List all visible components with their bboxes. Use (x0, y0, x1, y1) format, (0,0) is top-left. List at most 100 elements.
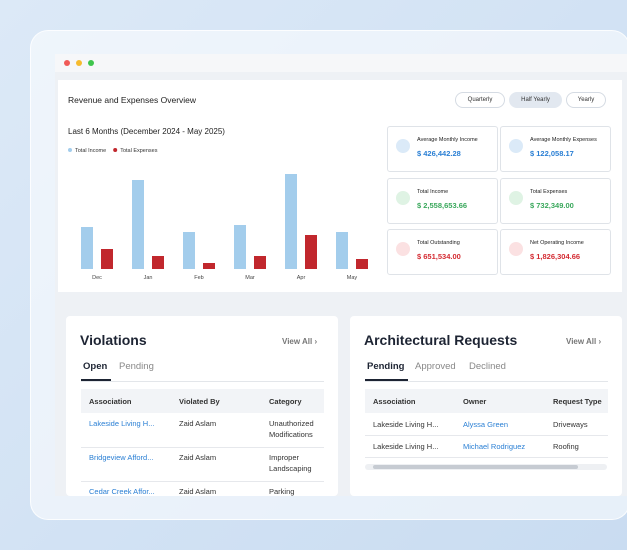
legend-swatch (68, 148, 72, 152)
panel-title: Architectural Requests (364, 332, 518, 348)
bar (132, 180, 144, 269)
title-bar (55, 54, 627, 72)
stat-card: Total Outstanding $ 651,534.00 (387, 229, 498, 275)
overview-title: Revenue and Expenses Overview (68, 95, 197, 105)
stat-value: $ 1,826,304.66 (530, 252, 581, 261)
stat-label: Average Monthly Income (417, 137, 478, 143)
bar (336, 232, 348, 269)
table-cell: Improper Landscaping (269, 453, 312, 473)
tab-divider (365, 381, 608, 382)
stat-icon (509, 139, 523, 153)
tab[interactable]: Pending (367, 361, 405, 372)
table-header (365, 389, 608, 413)
table-cell[interactable]: Michael Rodriguez (463, 442, 526, 451)
tab-divider (81, 381, 324, 382)
bar (101, 249, 113, 269)
column-header: Association (373, 397, 416, 406)
table-cell: Unauthorized Modifications (269, 419, 314, 439)
close-dot[interactable] (64, 60, 70, 66)
panel-title: Violations (80, 332, 147, 348)
stat-icon (396, 191, 410, 205)
table-cell: Roofing (553, 442, 579, 451)
chart: Total Income Total Expenses Dec Jan Feb Mar Ap… (68, 148, 368, 281)
stat-label: Net Operating Income (530, 240, 584, 246)
column-header: Request Type (553, 397, 602, 406)
column-header: Violated By (179, 397, 220, 406)
bar (152, 256, 164, 269)
table-cell: Parking Violation (269, 487, 295, 496)
row-divider (365, 435, 608, 436)
bar (234, 225, 246, 269)
bar (356, 259, 368, 269)
stat-card: Average Monthly Income $ 426,442.28 (387, 126, 498, 172)
stat-value: $ 732,349.00 (530, 201, 574, 210)
chart-title: Last 6 Months (December 2024 - May 2025) (68, 127, 225, 136)
bar (305, 235, 317, 269)
association-link: Lakeside Living H... (373, 420, 439, 429)
tab[interactable]: Approved (415, 361, 456, 372)
column-header: Category (269, 397, 302, 406)
column-header: Association (89, 397, 132, 406)
view-all-text[interactable]: View All (566, 337, 597, 346)
row-divider (81, 481, 324, 482)
violations-panel: Violations View All › Open Pending Associa… (66, 316, 338, 496)
row-divider (81, 447, 324, 448)
stat-label: Total Income (417, 189, 449, 195)
bar (285, 174, 297, 269)
x-tick-label: May (347, 275, 358, 281)
x-tick-label: Mar (245, 275, 255, 281)
view-all[interactable]: View All › (282, 337, 318, 346)
association-link[interactable]: Cedar Creek Affor... (89, 487, 155, 496)
stat-icon (509, 191, 523, 205)
tab-underline (81, 379, 111, 381)
view-all[interactable]: View All › (566, 337, 602, 346)
stat-label: Total Expenses (530, 189, 568, 195)
tab-underline (365, 379, 408, 381)
association-link[interactable]: Lakeside Living H... (89, 419, 155, 428)
stat-card: Net Operating Income $ 1,826,304.66 (500, 229, 611, 275)
association-link: Lakeside Living H... (373, 442, 439, 451)
stat-icon (396, 139, 410, 153)
x-tick-label: Apr (297, 275, 306, 281)
stat-value: $ 651,534.00 (417, 252, 461, 261)
scrollbar-thumb[interactable] (373, 465, 578, 469)
view-all-text[interactable]: View All (282, 337, 313, 346)
period-tab[interactable]: Yearly (566, 92, 606, 108)
stat-card: Average Monthly Expenses $ 122,058.17 (500, 126, 611, 172)
stat-value: $ 2,558,653.66 (417, 201, 468, 210)
stat-label: Total Outstanding (417, 240, 460, 246)
tab[interactable]: Pending (119, 361, 154, 372)
x-tick-label: Jan (144, 275, 153, 281)
stat-value: $ 426,442.28 (417, 149, 461, 158)
maximize-dot[interactable] (88, 60, 94, 66)
architectural-panel: Architectural Requests View All › Pendin… (350, 316, 622, 496)
stat-card: Total Expenses $ 732,349.00 (500, 178, 611, 224)
legend-swatch (113, 148, 118, 152)
stat-icon (509, 242, 523, 256)
stat-card: Total Income $ 2,558,653.66 (387, 178, 498, 224)
x-tick-label: Feb (194, 275, 203, 281)
row-divider (365, 457, 608, 458)
table-header (81, 389, 324, 413)
stat-value: $ 122,058.17 (530, 149, 574, 158)
bar (81, 227, 93, 269)
legend-label: Total Expenses (120, 148, 158, 154)
association-link[interactable]: Bridgeview Afford... (89, 453, 154, 462)
column-header: Owner (463, 397, 487, 406)
table-cell[interactable]: Alyssa Green (463, 420, 509, 429)
tab[interactable]: Open (83, 361, 108, 372)
table-cell: Zaid Aslam (179, 487, 217, 496)
table-cell: Zaid Aslam (179, 453, 217, 462)
tab[interactable]: Declined (469, 361, 506, 372)
table-cell: Zaid Aslam (179, 419, 217, 428)
minimize-dot[interactable] (76, 60, 82, 66)
bar (254, 256, 266, 269)
period-tab[interactable]: Half Yearly (509, 92, 562, 108)
period-tab[interactable]: Quarterly (455, 92, 505, 108)
x-tick-label: Dec (92, 275, 102, 281)
stat-label: Average Monthly Expenses (530, 137, 597, 143)
bar (203, 263, 215, 269)
table-cell: Driveways (553, 420, 588, 429)
scrollbar-track[interactable] (365, 464, 607, 470)
